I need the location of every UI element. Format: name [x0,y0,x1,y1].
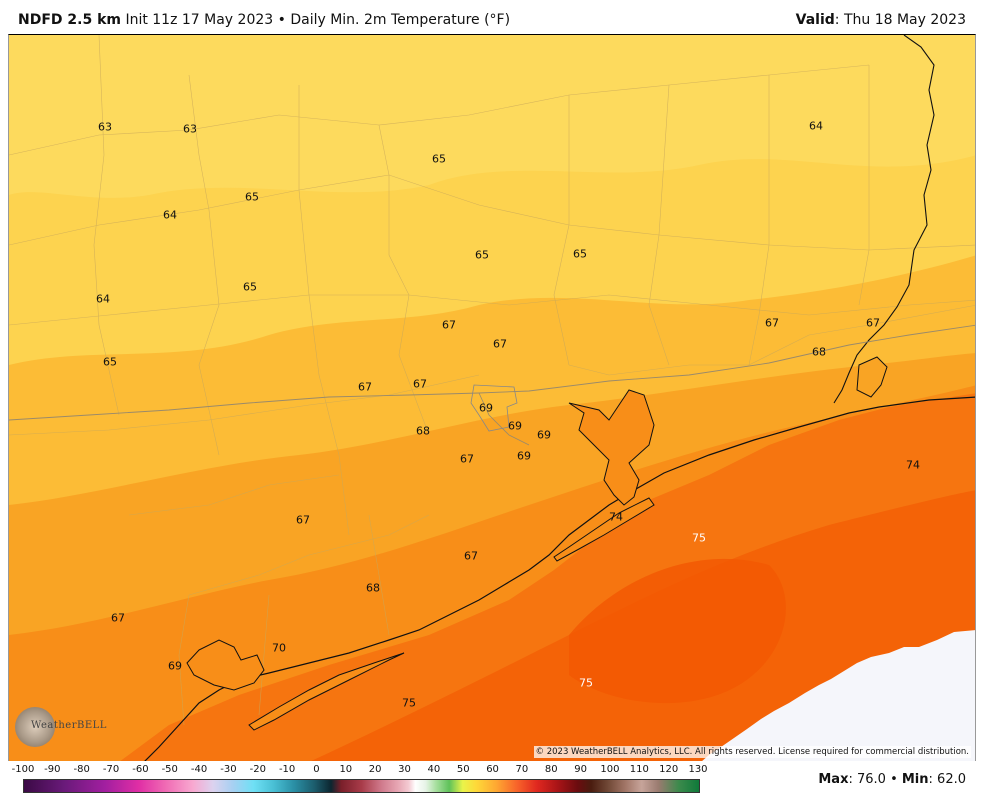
temperature-label: 67 [442,318,456,332]
header-title: NDFD 2.5 km Init 11z 17 May 2023 • Daily… [18,12,510,28]
temperature-label: 69 [537,428,551,442]
legend-tick-label: 100 [600,764,620,775]
legend-tick-label: -50 [161,764,178,775]
no-data-region [702,630,975,761]
temperature-label: 64 [163,208,177,222]
temperature-label: 67 [464,549,478,563]
temperature-label: 69 [508,419,522,433]
temperature-label: 65 [243,280,257,294]
legend-tick-label: 90 [574,764,587,775]
temperature-label: 68 [812,345,826,359]
temperature-label: 65 [103,355,117,369]
temperature-label: 67 [111,611,125,625]
valid-value: : Thu 18 May 2023 [834,12,966,28]
temperature-label: 74 [906,458,920,472]
legend-tick-label: -100 [11,764,35,775]
legend-tick-label: -80 [73,764,90,775]
legend-tick-label: 40 [427,764,441,775]
map-canvas [9,35,975,761]
temperature-label: 67 [493,337,507,351]
legend-tick-label: 20 [368,764,382,775]
temperature-label: 75 [402,696,416,710]
highway-spur [478,392,530,446]
temperature-label: 69 [479,401,493,415]
title-separator: • [277,12,286,28]
houston-outline [470,384,518,432]
map-header: NDFD 2.5 km Init 11z 17 May 2023 • Daily… [0,0,984,34]
legend-tick-label: -90 [44,764,61,775]
field-name: Daily Min. 2m Temperature (°F) [290,12,511,28]
state-border [833,35,935,404]
legend-tick-label: -40 [190,764,208,775]
legend-tick-label: 30 [398,764,411,775]
legend-tick-label: 80 [544,764,558,775]
legend-tick-label: -60 [132,764,149,775]
legend-tick-label: 50 [456,764,470,775]
temperature-label: 65 [432,152,446,166]
matagorda-peninsula [248,652,405,731]
galveston-bay [568,389,655,506]
legend-tick-label: 120 [659,764,679,775]
min-value: : 62.0 [928,772,966,787]
temperature-label: 70 [272,641,286,655]
temperature-label: 63 [98,120,112,134]
temperature-label: 65 [475,248,489,262]
temperature-label: 68 [366,581,380,595]
temperature-label: 69 [168,659,182,673]
temperature-label: 75 [692,531,706,545]
legend-tick-label: 10 [339,764,353,775]
min-label: Min [901,772,929,787]
temperature-label: 68 [416,424,430,438]
valid-time: Valid: Thu 18 May 2023 [796,12,966,28]
north-cool-band [9,35,975,198]
temperature-label: 64 [96,292,110,306]
legend-tick-label: -70 [102,764,120,775]
temperature-label: 69 [517,449,531,463]
temperature-label: 67 [866,316,880,330]
temperature-label: 65 [245,190,259,204]
galveston-island [553,497,655,562]
legend-colorbar [23,779,700,793]
legend-tick-label: -10 [278,764,296,775]
legend-tick-label: -30 [220,764,237,775]
temperature-label: 67 [460,452,474,466]
init-time: Init 11z 17 May 2023 [125,12,274,28]
legend-tick-label: -20 [249,764,266,775]
temperature-label: 63 [183,122,197,136]
gulf-warm-pool [569,558,786,704]
weatherbell-logo: WeatherBELL [15,707,107,747]
max-label: Max [818,772,849,787]
max-min-readout: Max: 76.0 • Min: 62.0 [818,772,966,787]
copyright-notice: © 2023 WeatherBELL Analytics, LLC. All r… [533,746,971,758]
legend-tick-label: 110 [629,764,649,775]
sabine-lake [856,356,888,398]
logo-disc [15,707,55,747]
maxmin-separator: • [885,772,902,787]
temperature-label: 67 [358,380,372,394]
legend-tick-label: 60 [486,764,499,775]
max-value: : 76.0 [848,772,886,787]
temperature-label: 67 [296,513,310,527]
legend-tick-label: 70 [515,764,529,775]
temperature-label: 67 [765,316,779,330]
temperature-label: 67 [413,377,427,391]
legend-ticks: -100 -90 -80 -70 -60 -50 -40 -30 -20 -10 0 10 20 30 40… [8,764,728,778]
county-lines [9,35,975,726]
highway-line [9,324,975,421]
legend-tick-label: 130 [688,764,708,775]
valid-label: Valid [795,12,835,28]
temperature-label: 74 [609,510,623,524]
temperature-label: 65 [573,247,587,261]
matagorda-bay [186,639,265,691]
product-name: NDFD 2.5 km [18,12,121,28]
color-legend: -100 -90 -80 -70 -60 -50 -40 -30 -20 -10 0 10 20 30 40… [8,762,728,808]
temperature-label: 75 [579,676,593,690]
temperature-map: 63 63 65 64 65 64 65 65 65 64 67 67 67 67 68 65 67 67 69 69… [8,34,976,761]
temperature-label: 64 [809,119,823,133]
logo-text: WeatherBELL [31,720,107,731]
legend-tick-label: 0 [313,764,320,775]
